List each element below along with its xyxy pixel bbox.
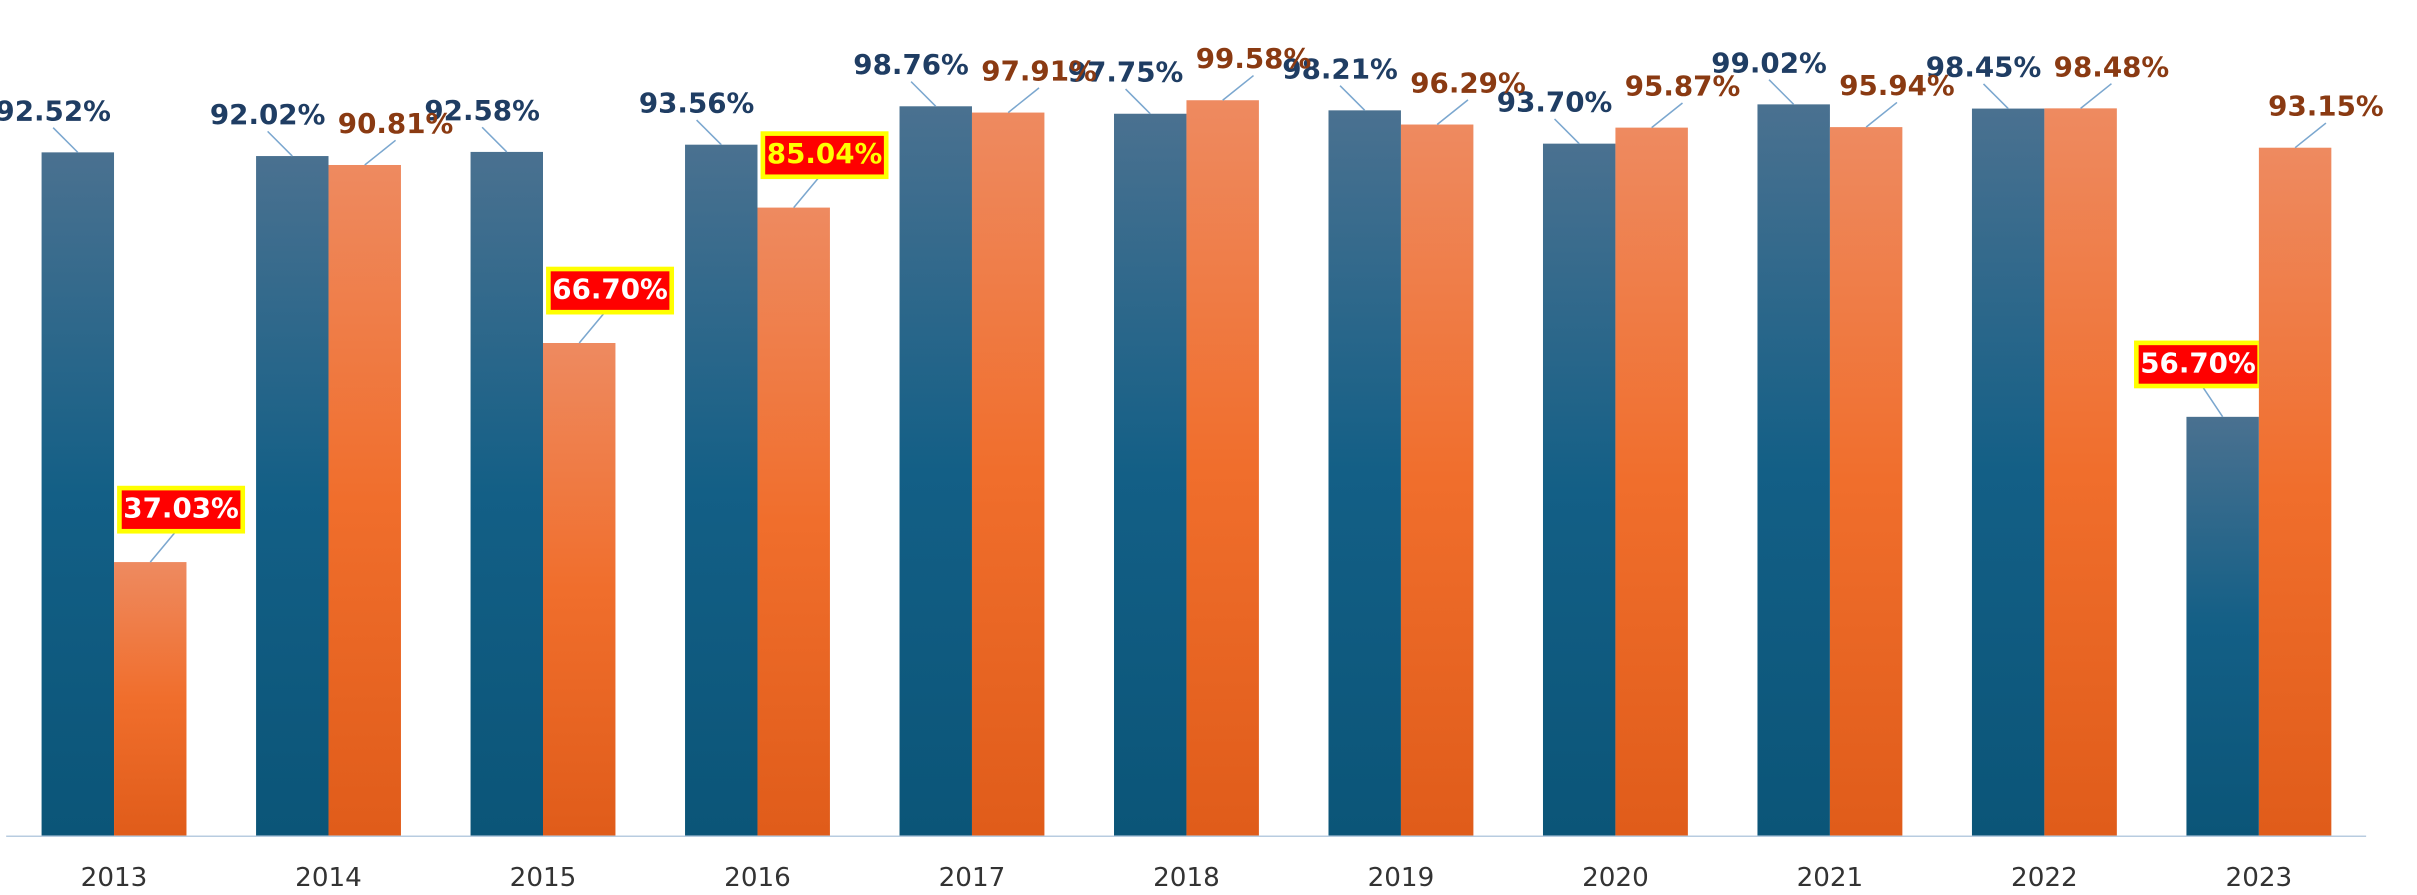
value-label: 98.48% — [2054, 50, 2170, 83]
leader-line — [1222, 74, 1254, 101]
leader-line — [1982, 83, 2009, 110]
value-label: 92.02% — [210, 98, 326, 131]
bar — [2258, 147, 2332, 836]
bar — [328, 164, 401, 836]
x-tick-label: 2021 — [1797, 863, 1864, 891]
value-label: 98.45% — [1926, 50, 2042, 83]
label-box — [760, 131, 889, 180]
value-label: 98.76% — [853, 48, 969, 81]
leader-line — [1865, 101, 1898, 128]
leader-line — [52, 127, 79, 153]
value-label: 95.87% — [1625, 70, 1741, 103]
value-label: 95.94% — [1839, 69, 1955, 102]
bar — [41, 152, 115, 836]
value-label: 97.91% — [981, 54, 1097, 87]
bar — [971, 112, 1045, 836]
x-tick-label: 2019 — [1368, 863, 1435, 891]
leader-line — [1768, 79, 1795, 105]
bar — [1542, 143, 1616, 836]
value-label: 99.02% — [1711, 46, 1827, 79]
bar — [899, 106, 972, 836]
x-tick-label: 2020 — [1582, 863, 1649, 891]
bar — [470, 151, 543, 836]
bar — [1328, 110, 1401, 836]
leader-line — [2294, 122, 2327, 149]
bar — [256, 156, 329, 836]
leader-line — [1339, 85, 1366, 111]
bar — [1829, 127, 1903, 836]
label-box — [2134, 340, 2262, 389]
bar — [2044, 108, 2117, 836]
value-label: 92.58% — [424, 94, 540, 127]
x-tick-label: 2023 — [2226, 863, 2293, 891]
leader-line — [1553, 118, 1580, 145]
bar — [1615, 127, 1688, 836]
x-tick-label: 2015 — [510, 863, 577, 891]
x-tick-label: 2013 — [81, 863, 148, 891]
value-label: 98.21% — [1282, 52, 1398, 85]
leader-line — [267, 130, 293, 157]
value-label: 93.70% — [1497, 86, 1613, 119]
label-box — [117, 485, 246, 534]
bar — [1400, 124, 1474, 836]
value-label: 96.29% — [1410, 66, 1526, 99]
leader-line — [1007, 87, 1040, 114]
bar — [685, 144, 758, 836]
value-label: 37.03% — [123, 492, 239, 525]
value-label: 92.52% — [0, 94, 111, 127]
leader-line — [1651, 102, 1683, 129]
leader-line — [1125, 88, 1151, 115]
value-label: 66.70% — [552, 273, 668, 306]
bar — [114, 562, 187, 836]
bar — [542, 343, 616, 836]
leader-line — [364, 139, 397, 166]
x-tick-label: 2022 — [2011, 863, 2078, 891]
value-label: 56.70% — [2140, 346, 2256, 379]
x-tick-label: 2017 — [939, 863, 1006, 891]
leader-line — [910, 81, 937, 107]
bar — [1971, 108, 2045, 836]
value-label: 97.75% — [1068, 56, 1184, 89]
bar — [2186, 416, 2259, 836]
leader-line — [696, 119, 722, 146]
x-tick-label: 2014 — [295, 863, 362, 891]
x-tick-label: 2016 — [724, 863, 791, 891]
x-tick-label: 2018 — [1153, 863, 1220, 891]
value-label: 99.58% — [1196, 42, 1312, 75]
value-label: 90.81% — [338, 107, 454, 140]
bar — [757, 207, 830, 836]
bar — [1114, 113, 1187, 836]
bar — [1757, 104, 1830, 836]
label-box — [546, 266, 675, 315]
leader-line — [2080, 83, 2112, 109]
value-label: 85.04% — [767, 137, 883, 170]
leader-line — [1436, 99, 1469, 126]
bar — [1186, 100, 1259, 836]
leader-line — [481, 126, 508, 153]
value-label: 93.56% — [639, 87, 755, 120]
value-label: 93.15% — [2268, 90, 2384, 123]
